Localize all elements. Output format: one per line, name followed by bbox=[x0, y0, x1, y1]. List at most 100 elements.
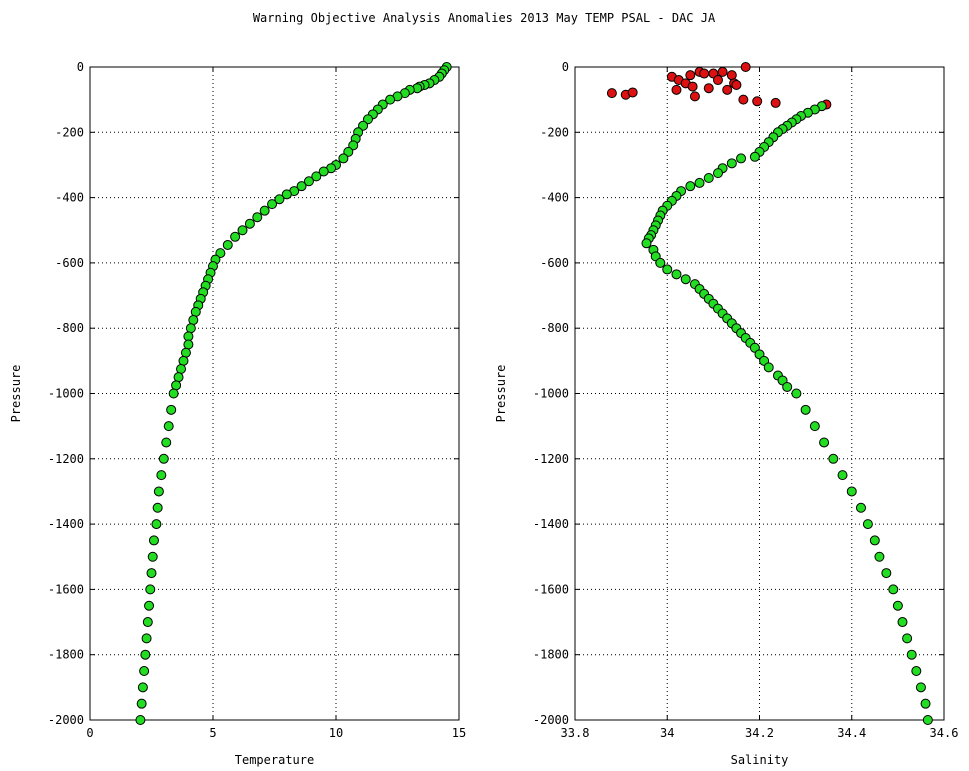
temperature-data-point bbox=[152, 502, 163, 513]
temperature-data-point bbox=[139, 666, 150, 677]
salinity-x-tick-label: 34.4 bbox=[837, 726, 866, 740]
salinity-data-point bbox=[627, 87, 638, 98]
temperature-y-tick-label: -1200 bbox=[48, 452, 84, 466]
temperature-data-point bbox=[183, 331, 194, 342]
salinity-panel: 33.8 34 34.2 34.4 34.6 0 -200 -400 -600 -800 -1000… bbox=[494, 60, 958, 767]
salinity-data-point bbox=[606, 88, 617, 99]
salinity-data-point bbox=[837, 470, 848, 481]
salinity-data-point bbox=[655, 257, 666, 268]
temperature-x-axis-label: Temperature bbox=[235, 753, 314, 767]
salinity-data-point bbox=[892, 600, 903, 611]
salinity-data-point bbox=[641, 238, 652, 249]
temperature-data-point bbox=[244, 218, 255, 229]
temperature-data-point bbox=[147, 551, 158, 562]
salinity-data-point bbox=[685, 181, 696, 192]
temperature-y-tick-label: -2000 bbox=[48, 713, 84, 727]
salinity-data-point bbox=[911, 666, 922, 677]
chart-title: Warning Objective Analysis Anomalies 201… bbox=[253, 11, 716, 25]
salinity-data-point bbox=[703, 173, 714, 184]
temperature-data-point bbox=[274, 194, 285, 205]
temperature-data-point bbox=[136, 698, 147, 709]
temperature-data-point bbox=[343, 146, 354, 157]
salinity-data-point bbox=[888, 584, 899, 595]
salinity-x-tick-label: 34.2 bbox=[745, 726, 774, 740]
salinity-y-tick-label: -1600 bbox=[533, 582, 569, 596]
salinity-data-point bbox=[687, 81, 698, 92]
salinity-y-tick-label: -2000 bbox=[533, 713, 569, 727]
temperature-y-tick-label: -400 bbox=[55, 191, 84, 205]
temperature-data-point bbox=[156, 470, 167, 481]
salinity-data-point bbox=[800, 404, 811, 415]
temperature-data-point bbox=[222, 239, 233, 250]
temperature-y-tick-label: -1400 bbox=[48, 517, 84, 531]
salinity-data-point bbox=[922, 715, 933, 725]
salinity-data-point bbox=[671, 84, 682, 95]
temperature-data-point bbox=[385, 94, 396, 105]
salinity-data-point bbox=[738, 94, 749, 105]
temperature-panel: 0 5 10 15 0 -200 -400 -600 -800 -1000 -1200 -1400 -1… bbox=[9, 60, 466, 767]
salinity-data-point bbox=[902, 633, 913, 644]
temperature-data-point bbox=[281, 189, 292, 200]
temperature-data-point bbox=[163, 421, 174, 432]
temperature-data-point bbox=[173, 372, 184, 383]
temperature-data-point bbox=[141, 633, 152, 644]
salinity-x-tick-label: 34 bbox=[660, 726, 674, 740]
temperature-y-tick-label: 0 bbox=[77, 60, 84, 74]
temperature-data-point bbox=[135, 715, 146, 725]
salinity-y-tick-label: -400 bbox=[540, 191, 569, 205]
temperature-data-point bbox=[215, 248, 226, 259]
temperature-data-point bbox=[161, 437, 172, 448]
salinity-data-point bbox=[906, 649, 917, 660]
temperature-data-point bbox=[158, 453, 169, 464]
temperature-data-point bbox=[318, 166, 329, 177]
salinity-data-point bbox=[712, 75, 723, 86]
temperature-data-point bbox=[180, 347, 191, 358]
temperature-data-point bbox=[348, 140, 359, 151]
temperature-data-point bbox=[259, 205, 270, 216]
salinity-data-point bbox=[722, 84, 733, 95]
temperature-data-point bbox=[142, 617, 153, 628]
temperature-data-point bbox=[168, 388, 179, 399]
salinity-data-point bbox=[694, 177, 705, 188]
salinity-data-point bbox=[869, 535, 880, 546]
salinity-data-point bbox=[703, 83, 714, 94]
temperature-data-point bbox=[237, 225, 248, 236]
salinity-data-point bbox=[712, 168, 723, 179]
salinity-data-point bbox=[717, 66, 728, 77]
salinity-data-point bbox=[749, 151, 760, 162]
salinity-x-axis-label: Salinity bbox=[731, 753, 789, 767]
salinity-y-tick-label: -1200 bbox=[533, 452, 569, 466]
salinity-data-point bbox=[685, 70, 696, 81]
temperature-data-point bbox=[338, 153, 349, 164]
temperature-data-point bbox=[148, 535, 159, 546]
salinity-data-point bbox=[819, 437, 830, 448]
salinity-data-point bbox=[736, 153, 747, 164]
temperature-data-point bbox=[171, 380, 182, 391]
salinity-y-tick-label: -1000 bbox=[533, 387, 569, 401]
salinity-x-tick-label: 34.6 bbox=[930, 726, 959, 740]
temperature-data-point bbox=[146, 568, 157, 579]
salinity-y-tick-label: -1800 bbox=[533, 648, 569, 662]
salinity-data-point bbox=[915, 682, 926, 693]
temperature-data-point bbox=[166, 404, 177, 415]
temperature-data-point bbox=[190, 306, 201, 317]
temperature-data-point bbox=[188, 315, 199, 326]
temperature-y-tick-label: -1000 bbox=[48, 387, 84, 401]
salinity-data-point bbox=[855, 502, 866, 513]
temperature-data-point bbox=[137, 682, 148, 693]
salinity-y-tick-label: -1400 bbox=[533, 517, 569, 531]
salinity-data-point bbox=[770, 97, 781, 108]
salinity-data-point bbox=[846, 486, 857, 497]
temperature-data-point bbox=[183, 339, 194, 350]
salinity-y-tick-label: -600 bbox=[540, 256, 569, 270]
salinity-data-point bbox=[662, 264, 673, 275]
salinity-x-tick-label: 33.8 bbox=[561, 726, 590, 740]
salinity-data-point bbox=[731, 79, 742, 90]
salinity-data-point bbox=[881, 568, 892, 579]
temperature-y-tick-label: -800 bbox=[55, 321, 84, 335]
temperature-data-point bbox=[176, 364, 187, 375]
temperature-data-point bbox=[145, 584, 156, 595]
temperature-data-point bbox=[153, 486, 164, 497]
salinity-data-point bbox=[874, 551, 885, 562]
